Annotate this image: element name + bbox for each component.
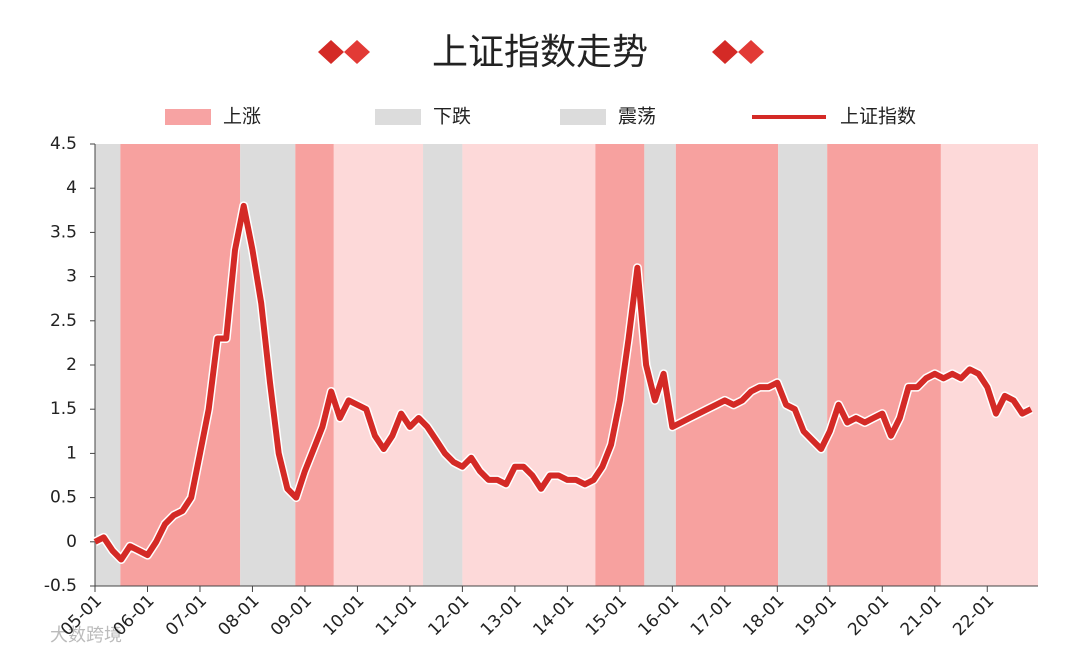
region <box>940 144 1038 586</box>
legend-swatch <box>375 109 421 125</box>
legend-swatch <box>165 109 211 125</box>
x-tick-label: 11-01 <box>372 591 421 640</box>
y-tick-label: 2 <box>66 355 77 375</box>
legend-label: 震荡 <box>618 106 656 128</box>
x-tick-label: 09-01 <box>267 591 316 640</box>
region <box>295 144 334 586</box>
x-tick-label: 13-01 <box>477 591 526 640</box>
y-tick-label: 4 <box>66 178 77 198</box>
legend-label: 上涨 <box>223 106 261 128</box>
legend-label: 上证指数 <box>840 106 916 128</box>
region <box>95 144 121 586</box>
region <box>778 144 828 586</box>
x-tick-label: 12-01 <box>424 591 473 640</box>
y-tick-label: 1.5 <box>50 399 77 419</box>
region <box>595 144 645 586</box>
x-tick-label: 10-01 <box>319 591 368 640</box>
region <box>675 144 779 586</box>
x-tick-label: 17-01 <box>687 591 736 640</box>
region <box>423 144 463 586</box>
x-tick-label: 08-01 <box>214 591 263 640</box>
x-tick-label: 06-01 <box>109 591 158 640</box>
y-tick-label: 0 <box>66 532 77 552</box>
x-tick-label: 14-01 <box>529 591 578 640</box>
x-tick-label: 19-01 <box>792 591 841 640</box>
x-tick-label: 18-01 <box>739 591 788 640</box>
y-tick-label: 3 <box>66 267 77 287</box>
region <box>827 144 941 586</box>
x-tick-label: 15-01 <box>582 591 631 640</box>
y-tick-label: 3.5 <box>50 222 77 242</box>
x-tick-label: 20-01 <box>844 591 893 640</box>
line <box>93 202 1033 563</box>
x-tick-label: 16-01 <box>634 591 683 640</box>
x-tick-label: 21-01 <box>897 591 946 640</box>
legend-label: 下跌 <box>433 106 471 128</box>
y-tick-label: 2.5 <box>50 311 77 331</box>
x-tick-label: 22-01 <box>949 591 998 640</box>
y-tick-label: -0.5 <box>44 576 77 596</box>
title-decoration <box>318 40 764 64</box>
chart-title: 上证指数走势 <box>432 32 648 73</box>
legend-swatch <box>560 109 606 125</box>
y-tick-label: 1 <box>66 443 77 463</box>
region <box>120 144 241 586</box>
x-tick-label: 07-01 <box>162 591 211 640</box>
region <box>462 144 596 586</box>
region <box>333 144 424 586</box>
y-tick-label: 0.5 <box>50 488 77 508</box>
watermark: 大数跨境 <box>50 625 122 646</box>
y-tick-label: 4.5 <box>50 134 77 154</box>
